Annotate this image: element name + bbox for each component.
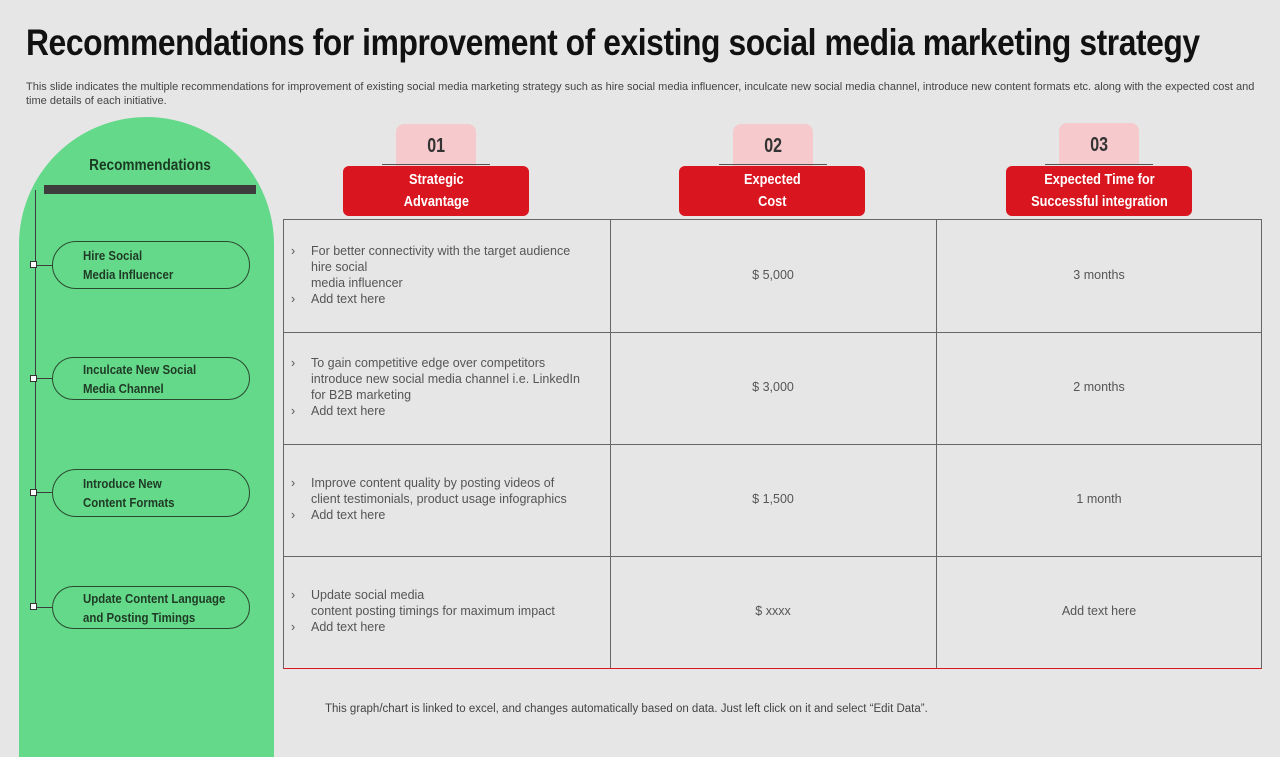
- expected-time-cell: 1 month: [1076, 492, 1122, 506]
- expected-time-cell: Add text here: [1061, 604, 1137, 618]
- bullet-marker: ›: [291, 356, 296, 370]
- recommendation-item: Introduce New Content Formats: [52, 469, 250, 517]
- connector-node-icon: [30, 489, 37, 496]
- expected-time-cell: 3 months: [1073, 268, 1125, 282]
- recommendations-table: [283, 219, 1262, 669]
- bullet-text: Add text here: [311, 508, 386, 522]
- bullet-text: To gain competitive edge over competitor…: [311, 356, 580, 402]
- bullet-text: Add text here: [311, 404, 386, 418]
- bullet-marker: ›: [291, 588, 296, 602]
- connector-node-icon: [30, 261, 37, 268]
- bullet-marker: ›: [291, 476, 296, 490]
- expected-cost-cell: $ 5,000: [752, 268, 794, 282]
- page-subtitle: This slide indicates the multiple recomm…: [26, 81, 1255, 107]
- bullet-marker: ›: [291, 404, 296, 418]
- bullet-text: Improve content quality by posting video…: [311, 476, 567, 506]
- connector-branch: [36, 265, 52, 266]
- recommendation-label: Inculcate New Social Media Channel: [83, 361, 197, 396]
- footnote: This graph/chart is linked to excel, and…: [325, 703, 928, 715]
- expected-cost-cell: $ xxxx: [755, 604, 791, 618]
- connector-branch: [36, 378, 52, 379]
- recommendation-label: Introduce New Content Formats: [83, 476, 175, 510]
- strategic-advantage-cell: › To gain competitive edge over competito…: [291, 355, 601, 419]
- bullet-text: Update social media content posting timin…: [311, 588, 555, 618]
- expected-time-cell: 2 months: [1073, 380, 1125, 394]
- recommendation-label: Hire Social Media Influencer: [83, 248, 174, 282]
- strategic-advantage-cell: › Improve content quality by posting vide…: [291, 475, 601, 523]
- column-number-line: [382, 164, 490, 165]
- strategic-advantage-cell: › For better connectivity with the target…: [291, 243, 601, 307]
- column-header: Expected Cost: [679, 166, 865, 216]
- recommendation-label: Update Content Language and Posting Timi…: [83, 590, 226, 625]
- connector-node-icon: [30, 375, 37, 382]
- column-number-line: [719, 164, 827, 165]
- column-number: 03: [1059, 123, 1139, 165]
- panel-title-bar: [44, 185, 256, 194]
- bullet-marker: ›: [291, 508, 296, 522]
- expected-cost-cell: $ 1,500: [752, 492, 794, 506]
- column-number: 02: [733, 124, 813, 166]
- page-title: Recommendations for improvement of exist…: [26, 22, 1200, 63]
- bullet-text: Add text here: [311, 620, 386, 634]
- recommendations-panel: [19, 117, 274, 757]
- column-number: 01: [396, 124, 476, 166]
- strategic-advantage-cell: › Update social media content posting timi…: [291, 587, 601, 635]
- connector-branch: [36, 492, 52, 493]
- bullet-marker: ›: [291, 620, 296, 634]
- recommendation-item: Inculcate New Social Media Channel: [52, 357, 250, 400]
- recommendation-item: Hire Social Media Influencer: [52, 241, 250, 289]
- column-header: Strategic Advantage: [343, 166, 529, 216]
- connector-branch: [36, 607, 52, 608]
- recommendation-item: Update Content Language and Posting Timi…: [52, 586, 250, 629]
- connector-node-icon: [30, 603, 37, 610]
- bullet-text: Add text here: [311, 292, 386, 306]
- bullet-text: For better connectivity with the target …: [311, 244, 571, 290]
- connector-line: [35, 190, 36, 610]
- expected-cost-cell: $ 3,000: [752, 380, 794, 394]
- bullet-marker: ›: [291, 244, 296, 258]
- column-number-line: [1045, 164, 1153, 165]
- column-header: Expected Time for Successful integration: [1006, 166, 1192, 216]
- panel-title: Recommendations: [89, 157, 211, 174]
- bullet-marker: ›: [291, 292, 296, 306]
